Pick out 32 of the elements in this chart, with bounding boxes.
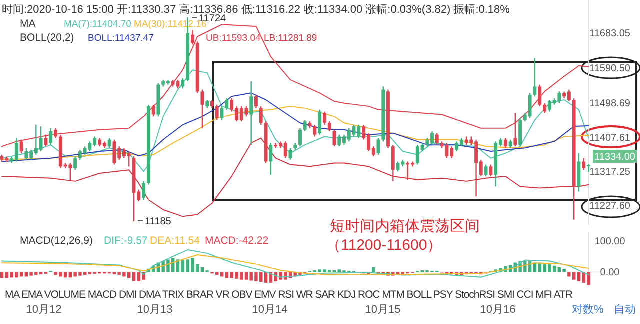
series-label: DIF:-9.57 — [104, 235, 148, 247]
y-tick-label: 11227.60 — [590, 200, 631, 212]
annotation: 11185 — [145, 216, 172, 228]
y-tick-label: 11407.61 — [590, 132, 631, 144]
y-tick-label: 11317.25 — [590, 166, 631, 178]
text: 10月13 — [137, 304, 173, 316]
y-tick-label: 0.00 — [600, 268, 620, 279]
y-tick-label: 11590.50 — [590, 63, 631, 74]
annotation: 时间:2020-10-16 15:00 开:11330.37 高:11336.86 低:11316.22 收:11334.00 涨幅:0.03%(3.82) 振幅:0.18% — [2, 3, 510, 16]
text: 自动 — [614, 304, 636, 316]
text: 11334.00 — [594, 152, 636, 163]
annotation: MACD(12,26,9) — [20, 235, 93, 247]
text: LB:11281.89 — [264, 33, 318, 44]
series-label: MACD:-42.22 — [205, 235, 269, 247]
y-tick-label: 11498.69 — [590, 98, 631, 110]
annotation: （11200-11600） — [326, 237, 442, 254]
text: BOLL:11437.47 — [88, 33, 154, 44]
text: 对数 — [572, 303, 594, 316]
text: 10月14 — [252, 304, 288, 316]
series-label: DEA:11.54 — [150, 235, 200, 247]
y-tick-label: 11683.05 — [590, 28, 631, 40]
text: 10月15 — [365, 304, 401, 316]
text: MA EMA VOLUME MACD DMI DMA TRIX BRAR VR OBV EMV RSI WR SAR KDJ ROC MTM BOLL PSY StochRSI SMI CCI MFI ATR — [5, 289, 574, 301]
text: 10月16 — [480, 304, 516, 316]
annotation: 短时间内箱体震荡区间 — [330, 218, 480, 235]
y-tick-label: 100.00 — [594, 236, 626, 248]
annotation: MA — [20, 18, 36, 30]
annotation: BOLL(20,2) — [20, 32, 74, 44]
series-label: UB:11593.04 — [206, 33, 261, 44]
text: % — [594, 304, 604, 316]
text: 10月12 — [26, 304, 62, 316]
text: MA(7):11404.70 — [64, 19, 132, 30]
